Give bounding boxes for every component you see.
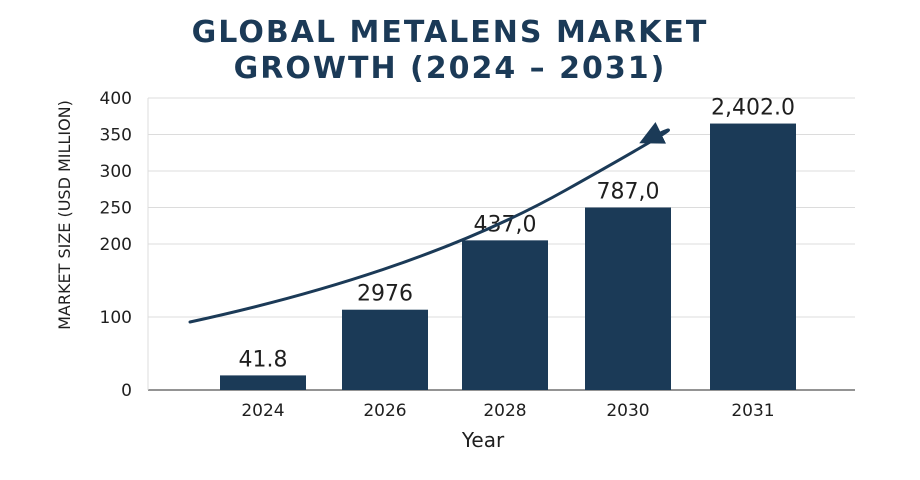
bar-2024: [220, 375, 306, 390]
x-tick-label: 2024: [241, 401, 284, 421]
x-tick-label: 2028: [483, 401, 526, 421]
bar-2031: [710, 123, 796, 391]
data-label-2024: 41.8: [239, 347, 288, 372]
trend-arrow: [188, 121, 670, 324]
data-label-2030: 787,0: [597, 180, 660, 205]
x-tick-label: 2031: [731, 401, 774, 421]
x-axis-title: Year: [461, 428, 505, 452]
bar-2028: [462, 240, 548, 390]
data-label-2026: 2976: [357, 282, 413, 307]
bar-2030: [585, 207, 671, 390]
y-axis-title: MARKET SIZE (USD MILLION): [55, 100, 74, 330]
bar-2026: [342, 309, 428, 390]
chart-title-line1: GLOBAL METALENS MARKET: [191, 15, 709, 50]
y-tick-label: 300: [100, 162, 132, 182]
data-label-2031: 2,402.0: [711, 96, 795, 121]
x-tick-label: 2030: [606, 401, 649, 421]
data-label-2028: 437,0: [474, 212, 537, 237]
y-tick-label: 100: [100, 308, 132, 328]
y-tick-label: 250: [100, 199, 132, 219]
x-tick-label: 2026: [363, 401, 406, 421]
y-tick-label: 200: [100, 235, 132, 255]
y-tick-label: 400: [100, 89, 132, 109]
y-tick-label: 350: [100, 126, 132, 146]
y-tick-label: 0: [121, 381, 132, 401]
chart-title-line2: GROWTH (2024 – 2031): [233, 51, 667, 86]
